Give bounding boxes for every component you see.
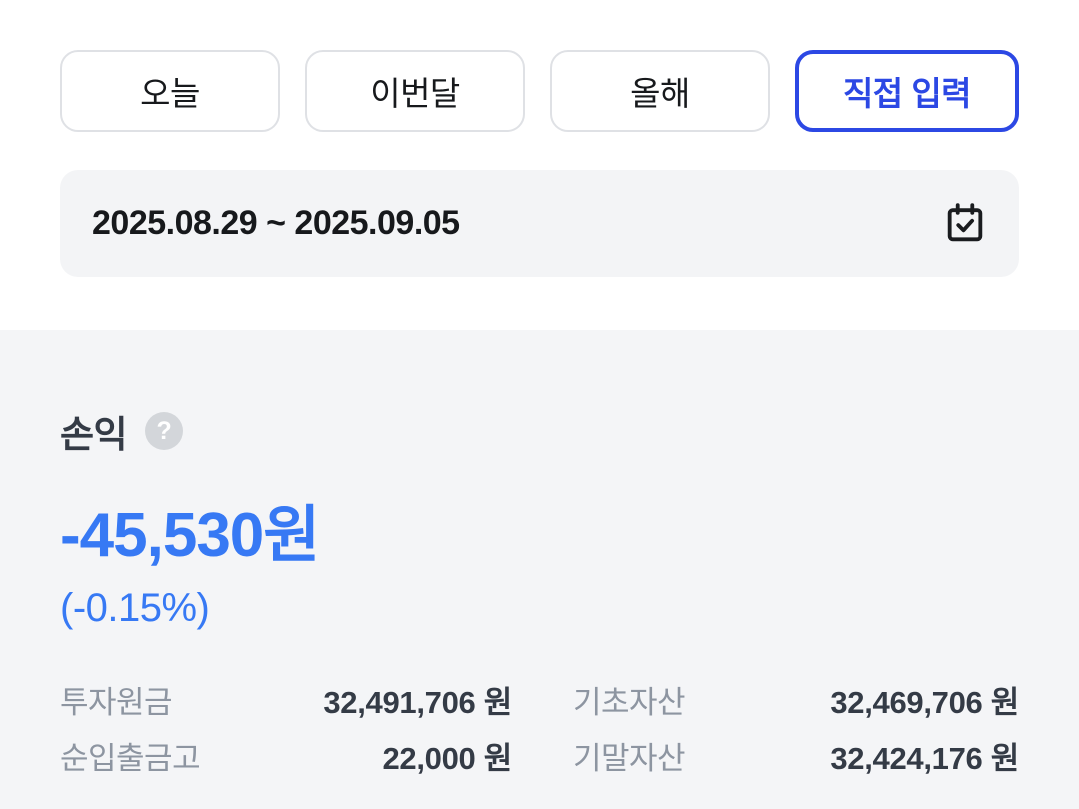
table-row: 투자원금 32,491,706 원 기초자산 32,469,706 원	[60, 681, 1019, 724]
tab-today[interactable]: 오늘	[60, 50, 280, 132]
label-net-deposits: 순입출금고	[60, 741, 201, 776]
profit-loss-title-row: 손익 ?	[60, 404, 1019, 458]
calendar-check-icon[interactable]	[941, 200, 989, 248]
value-ending-assets: 32,424,176 원	[830, 741, 1019, 776]
summary-table: 투자원금 32,491,706 원 기초자산 32,469,706 원 순입출금…	[60, 681, 1019, 780]
date-range-field[interactable]: 2025.08.29 ~ 2025.09.05	[60, 170, 1019, 277]
tab-this-year[interactable]: 올해	[550, 50, 770, 132]
tab-custom-range[interactable]: 직접 입력	[795, 50, 1019, 132]
profit-loss-title: 손익	[60, 414, 128, 455]
value-invested-principal: 32,491,706 원	[323, 685, 512, 720]
value-beginning-assets: 32,469,706 원	[830, 685, 1019, 720]
period-filter-group: 오늘 이번달 올해 직접 입력	[60, 50, 1019, 132]
value-net-deposits: 22,000 원	[382, 741, 512, 776]
label-invested-principal: 투자원금	[60, 685, 173, 720]
profit-loss-rate: (-0.15%)	[60, 586, 210, 630]
date-range-value: 2025.08.29 ~ 2025.09.05	[92, 204, 460, 242]
profit-loss-summary-section: 손익 ? -45,530원 (-0.15%) 투자원금 32,491,706 원…	[0, 330, 1079, 809]
profit-loss-amount: -45,530원	[60, 501, 320, 570]
label-ending-assets: 기말자산	[573, 741, 686, 776]
help-icon[interactable]: ?	[145, 412, 184, 450]
tab-this-month[interactable]: 이번달	[305, 50, 525, 132]
label-beginning-assets: 기초자산	[573, 685, 686, 720]
table-row: 순입출금고 22,000 원 기말자산 32,424,176 원	[60, 737, 1019, 780]
period-select-section: 오늘 이번달 올해 직접 입력 2025.08.29 ~ 2025.09.05	[0, 0, 1079, 330]
